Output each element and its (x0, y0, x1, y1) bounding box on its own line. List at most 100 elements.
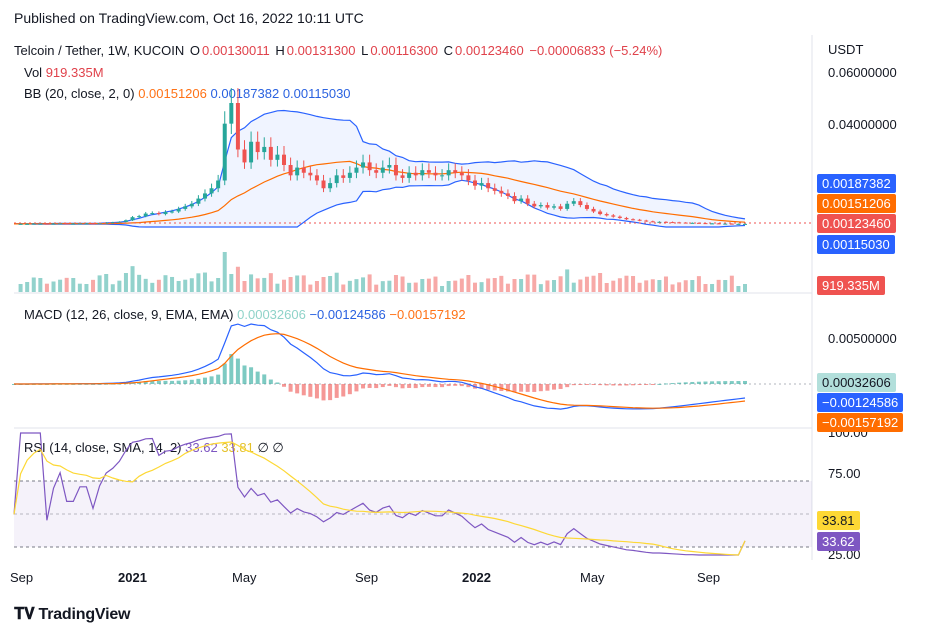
x-tick: May (232, 570, 257, 585)
volume-bar (657, 280, 662, 292)
macd-hist-bar (295, 384, 300, 394)
macd-hist-bar (163, 380, 168, 384)
volume-bar (104, 274, 109, 292)
volume-bar (696, 276, 701, 292)
volume-bar (314, 281, 319, 292)
volume-bar (683, 280, 688, 292)
volume-bar (617, 278, 622, 292)
tradingview-logo[interactable]: 𝐓𝐕 TradingView (14, 606, 130, 624)
volume-bar (150, 282, 155, 292)
candle-body (143, 213, 148, 217)
volume-bar (176, 281, 181, 292)
candle-body (446, 170, 451, 176)
candle-body (25, 223, 30, 225)
candle-body (235, 103, 240, 150)
macd-hist-bar (354, 384, 359, 392)
volume-bar (183, 279, 188, 292)
candle-body (663, 221, 668, 223)
candle-body (644, 220, 649, 222)
volume-bar (361, 277, 366, 292)
candle-body (314, 175, 319, 181)
volume-bar (571, 282, 576, 292)
candle-body (512, 196, 517, 202)
volume-bar (235, 266, 240, 292)
candle-body (631, 219, 636, 221)
volume-bar (110, 284, 115, 292)
candle-body (525, 198, 530, 204)
macd-hist-bar (282, 384, 287, 387)
candle-body (18, 223, 23, 225)
macd-label: MACD (12, 26, close, 9, EMA, EMA) (24, 307, 234, 322)
candle-body (466, 175, 471, 181)
macd-hist-bar (723, 381, 728, 384)
macd-hist-bar (492, 384, 497, 391)
candle-body (400, 175, 405, 178)
bb-lower-tag: 0.00115030 (817, 235, 895, 254)
macd-hist-bar (538, 384, 543, 392)
macd-hist-bar (598, 384, 603, 386)
candle-body (77, 223, 82, 225)
volume-bar (420, 279, 425, 292)
macd-hist-bar (683, 382, 688, 384)
bb-label: BB (20, close, 2, 0) (24, 86, 135, 101)
macd-hist-bar (314, 384, 319, 399)
volume-bar (743, 284, 747, 292)
macd-hist-bar (479, 384, 484, 389)
macd-hist-bar (525, 384, 530, 392)
candle-body (591, 208, 596, 212)
macd-line-value: −0.00124586 (309, 307, 386, 322)
volume-bar (538, 284, 543, 292)
macd-hist-bar (486, 384, 491, 390)
volume-bar (143, 278, 148, 292)
rsi-tick-75: 75.00 (828, 466, 861, 481)
macd-hist-bar (183, 380, 188, 384)
volume-bar (209, 281, 214, 292)
candle-body (426, 170, 431, 173)
macd-hist-bar (156, 380, 161, 384)
candle-body (44, 223, 49, 225)
candle-body (347, 172, 352, 178)
ohlc-c-label: C (443, 43, 454, 58)
x-tick: May (580, 570, 605, 585)
x-tick: 2022 (462, 570, 491, 585)
volume-bar (644, 280, 649, 292)
candle-body (604, 214, 609, 216)
ohlc-l-label: L (361, 43, 369, 58)
volume-bar (670, 284, 675, 292)
macd-hist-bar (584, 384, 589, 385)
candle-body (71, 223, 76, 225)
macd-hist-bar (459, 384, 464, 387)
volume-bar (334, 272, 339, 292)
candle-body (117, 221, 122, 223)
candle-body (170, 211, 175, 213)
volume-bar (255, 278, 260, 292)
macd-hist-bar (644, 384, 649, 385)
candle-body (407, 172, 412, 178)
macd-hist-bar (453, 384, 458, 386)
candle-body (150, 213, 155, 215)
volume-bar (499, 275, 504, 292)
macd-hist-value: 0.00032606 (237, 307, 306, 322)
macd-hist-bar (604, 384, 609, 386)
macd-hist-bar (407, 384, 412, 388)
candle-body (453, 170, 458, 173)
macd-hist-bar (657, 383, 662, 385)
volume-bar (729, 275, 734, 292)
brand-name: TradingView (38, 606, 131, 623)
candle-body (743, 223, 747, 225)
volume-bar (295, 275, 300, 292)
candle-body (196, 198, 201, 204)
macd-hist-bar (262, 374, 267, 384)
candle-body (216, 180, 221, 189)
volume-bar (505, 283, 510, 292)
candle-body (413, 172, 418, 176)
macd-hist-bar (696, 381, 701, 384)
main-legend: Telcoin / Tether, 1W, KUCOIN O 0.00130011… (14, 43, 664, 58)
macd-hist-bar (400, 384, 405, 389)
volume-bar (77, 283, 82, 292)
volume-bar (249, 274, 254, 292)
macd-hist-bar (670, 383, 675, 385)
macd-hist-bar (466, 384, 471, 388)
volume-bar (598, 273, 603, 292)
